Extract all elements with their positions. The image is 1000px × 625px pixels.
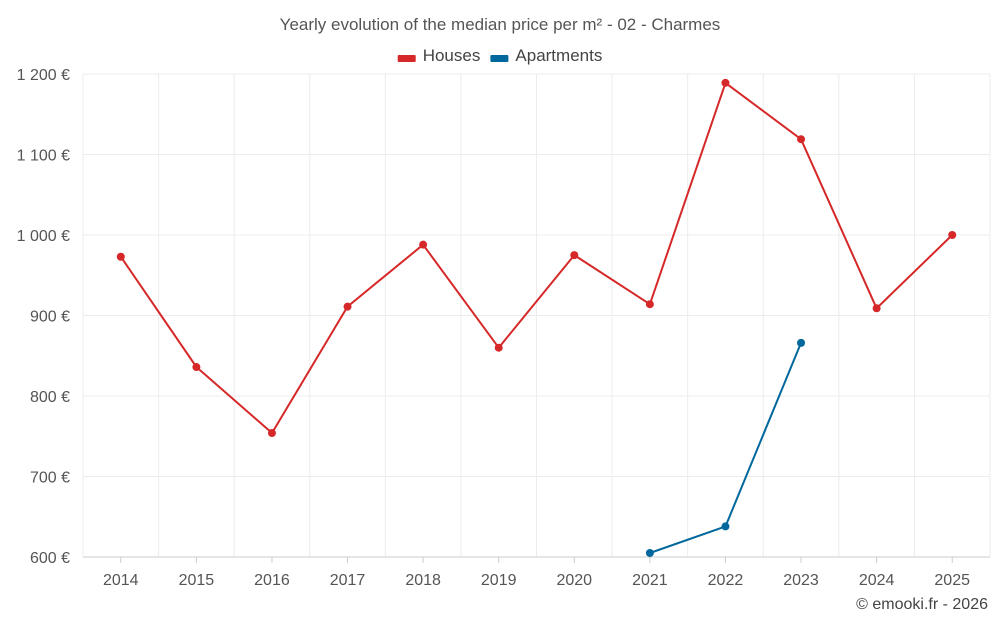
data-point-houses[interactable]: [948, 231, 957, 239]
y-tick-label: 900 €: [30, 309, 70, 326]
grid: [82, 73, 991, 557]
data-point-apartments[interactable]: [797, 338, 806, 347]
legend-item-apartments[interactable]: Apartments: [490, 46, 602, 65]
data-point-houses[interactable]: [494, 343, 503, 352]
legend-label: Houses: [423, 46, 481, 65]
series-apartments: [645, 338, 806, 557]
data-point-apartments[interactable]: [645, 548, 654, 557]
data-point-houses[interactable]: [192, 363, 201, 372]
legend-swatch: [397, 55, 416, 62]
series-houses: [116, 78, 957, 438]
data-point-houses[interactable]: [419, 240, 428, 249]
x-tick-label: 2020: [556, 572, 592, 589]
series-line-apartments: [649, 342, 802, 554]
x-tick-label: 2024: [859, 572, 895, 589]
y-tick-label: 1 200 €: [17, 67, 70, 84]
y-tick-label: 600 €: [30, 550, 70, 567]
legend-label: Apartments: [515, 46, 602, 65]
y-tick-label: 800 €: [30, 389, 70, 406]
series-line-houses: [119, 81, 953, 434]
data-point-houses[interactable]: [645, 300, 654, 309]
legend-swatch: [490, 55, 509, 62]
data-point-houses[interactable]: [343, 302, 352, 311]
y-tick-label: 1 100 €: [17, 148, 70, 165]
x-axis: 2014 2015 2016 2017 2018 2019 2020 2021 2022 2023…: [83, 556, 990, 589]
x-tick-label: 2025: [934, 572, 970, 589]
credit-text: © emooki.fr - 2026: [856, 596, 988, 613]
x-tick-label: 2021: [632, 572, 668, 589]
y-tick-label: 1 000 €: [17, 228, 70, 245]
x-tick-label: 2023: [783, 572, 819, 589]
x-tick-label: 2016: [254, 572, 290, 589]
series-layer: [116, 78, 957, 557]
x-tick-label: 2017: [330, 572, 366, 589]
data-point-houses[interactable]: [872, 304, 881, 313]
data-point-houses[interactable]: [267, 429, 276, 438]
chart-title: Yearly evolution of the median price per…: [280, 15, 721, 34]
y-axis: 600 € 700 € 800 € 900 € 1 000 € 1 100 € 1 200 …: [17, 67, 70, 567]
x-tick-label: 2022: [708, 572, 744, 589]
data-point-houses[interactable]: [570, 251, 579, 260]
y-tick-label: 700 €: [30, 470, 70, 487]
legend: Houses Apartments: [397, 46, 602, 65]
data-point-apartments[interactable]: [721, 522, 730, 531]
x-tick-label: 2019: [481, 572, 517, 589]
x-tick-label: 2015: [179, 572, 215, 589]
x-tick-label: 2018: [405, 572, 441, 589]
data-point-houses[interactable]: [116, 252, 125, 261]
legend-item-houses[interactable]: Houses: [397, 46, 481, 65]
data-point-houses[interactable]: [721, 78, 730, 87]
x-tick-label: 2014: [103, 572, 139, 589]
data-point-houses[interactable]: [797, 135, 806, 144]
